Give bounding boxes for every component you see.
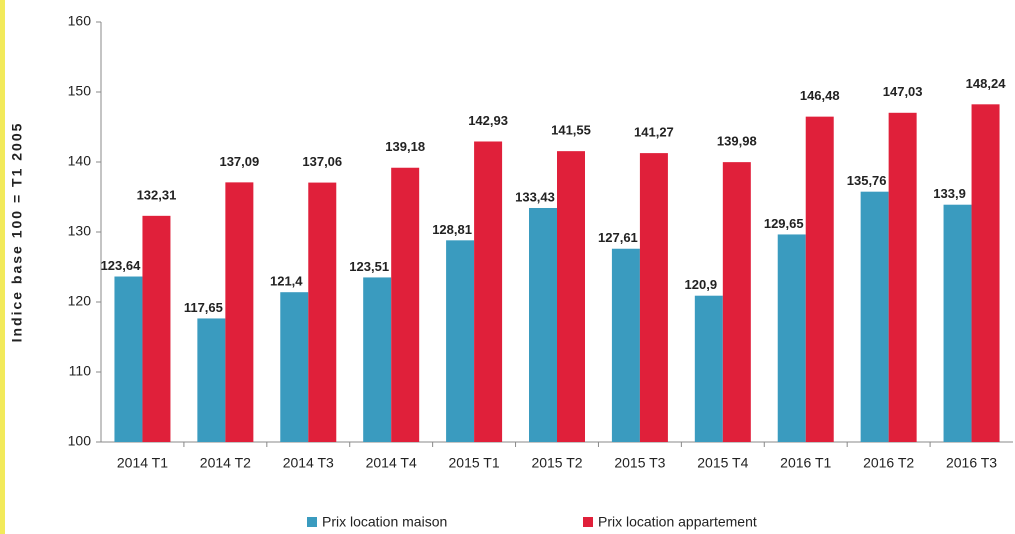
x-tick-label: 2014 T1 xyxy=(117,455,168,471)
bar xyxy=(474,141,503,443)
bar xyxy=(391,167,420,443)
value-label: 141,55 xyxy=(551,123,591,138)
legend-swatch xyxy=(307,517,317,527)
value-label: 133,43 xyxy=(515,189,555,204)
y-tick-label: 110 xyxy=(69,363,92,379)
value-label: 127,61 xyxy=(598,230,638,245)
bar xyxy=(529,207,557,442)
bar xyxy=(225,182,254,442)
value-label: 120,9 xyxy=(685,277,718,292)
bar xyxy=(943,204,972,442)
value-label: 142,93 xyxy=(468,113,508,128)
value-label: 129,65 xyxy=(764,216,804,231)
value-label: 147,03 xyxy=(883,84,923,99)
value-label: 141,27 xyxy=(634,125,674,140)
y-tick-label: 130 xyxy=(68,223,92,239)
bar xyxy=(446,240,475,442)
bar xyxy=(888,112,917,442)
value-label: 137,06 xyxy=(302,154,342,169)
side-stripe xyxy=(0,0,5,534)
value-label: 128,81 xyxy=(432,222,472,237)
y-tick-label: 140 xyxy=(68,153,92,169)
value-label: 146,48 xyxy=(800,88,840,103)
legend-label: Prix location appartement xyxy=(598,514,757,530)
x-tick-label: 2015 T3 xyxy=(614,455,665,471)
value-label: 139,18 xyxy=(385,139,425,154)
value-label: 117,65 xyxy=(184,300,223,315)
value-label: 133,9 xyxy=(933,186,966,201)
value-label: 123,64 xyxy=(101,258,142,273)
bar xyxy=(722,162,751,442)
bar xyxy=(777,234,806,442)
bar xyxy=(557,151,585,442)
y-axis-title: Indice base 100 = T1 2005 xyxy=(9,122,25,343)
bar xyxy=(308,182,337,442)
bar xyxy=(639,153,668,443)
value-label: 121,4 xyxy=(270,274,303,289)
bar xyxy=(860,191,889,442)
bar xyxy=(971,104,1000,442)
legend-label: Prix location maison xyxy=(322,514,447,530)
bar xyxy=(114,276,143,442)
x-tick-label: 2015 T4 xyxy=(697,455,748,471)
x-tick-label: 2016 T3 xyxy=(946,455,997,471)
value-label: 123,51 xyxy=(349,259,389,274)
x-tick-label: 2015 T1 xyxy=(449,455,500,471)
bar xyxy=(611,248,640,442)
x-tick-label: 2016 T2 xyxy=(863,455,914,471)
value-label: 139,98 xyxy=(717,134,757,149)
x-tick-label: 2015 T2 xyxy=(531,455,582,471)
y-tick-label: 150 xyxy=(68,83,92,99)
value-label: 135,76 xyxy=(847,173,887,188)
bar xyxy=(694,295,723,442)
bar xyxy=(363,277,392,442)
value-label: 132,31 xyxy=(137,187,177,202)
x-tick-label: 2016 T1 xyxy=(780,455,831,471)
value-label: 137,09 xyxy=(219,154,259,169)
y-tick-label: 120 xyxy=(68,293,92,309)
legend-swatch xyxy=(583,517,593,527)
bar xyxy=(805,116,834,442)
x-tick-label: 2014 T4 xyxy=(366,455,417,471)
bar xyxy=(280,292,309,442)
bar xyxy=(197,318,226,442)
y-tick-label: 160 xyxy=(68,13,92,29)
x-tick-label: 2014 T2 xyxy=(200,455,251,471)
x-tick-label: 2014 T3 xyxy=(283,455,334,471)
y-tick-label: 100 xyxy=(68,433,92,449)
bar xyxy=(142,215,171,442)
value-label: 148,24 xyxy=(966,76,1007,91)
